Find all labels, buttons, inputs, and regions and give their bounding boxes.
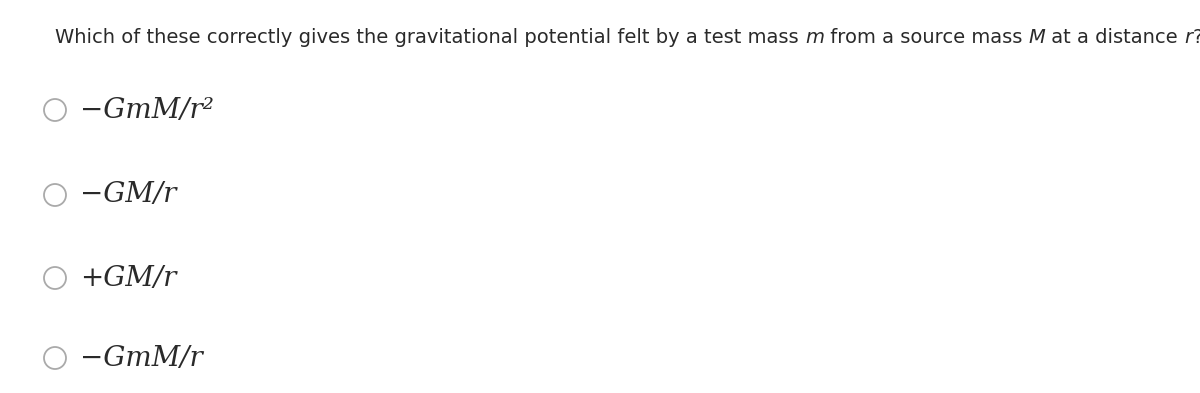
Text: r: r (1184, 28, 1193, 47)
Text: Which of these correctly gives the gravitational potential felt by a test mass: Which of these correctly gives the gravi… (55, 28, 805, 47)
Ellipse shape (44, 267, 66, 289)
Text: +GM/r: +GM/r (80, 264, 176, 292)
Text: m: m (805, 28, 824, 47)
Text: from a source mass: from a source mass (824, 28, 1028, 47)
Text: −GM/r: −GM/r (80, 182, 176, 209)
Text: −GmM/r: −GmM/r (80, 345, 203, 371)
Ellipse shape (44, 99, 66, 121)
Ellipse shape (44, 347, 66, 369)
Ellipse shape (44, 184, 66, 206)
Text: M: M (1028, 28, 1045, 47)
Text: ?: ? (1193, 28, 1200, 47)
Text: −GmM/r²: −GmM/r² (80, 97, 214, 123)
Text: at a distance: at a distance (1045, 28, 1184, 47)
